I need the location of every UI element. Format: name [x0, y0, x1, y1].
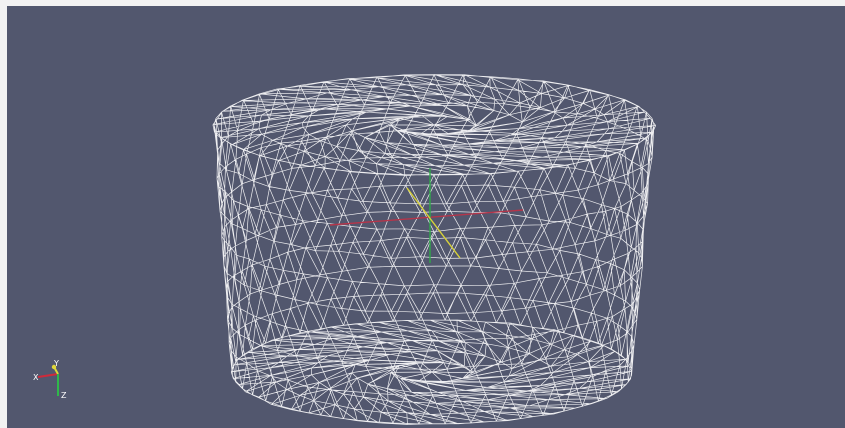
orientation-axis-x — [37, 373, 59, 378]
orientation-widget: X Y Z — [33, 359, 67, 400]
center-axis-x — [329, 209, 524, 226]
orientation-label-y: Y — [53, 359, 59, 368]
center-axes — [329, 168, 524, 263]
mesh-edges — [212, 74, 657, 425]
orientation-label-z: Z — [61, 391, 67, 400]
orientation-label-x: X — [33, 373, 39, 382]
orientation-axis-y-tip — [51, 364, 57, 370]
wireframe-mesh — [212, 74, 657, 425]
center-axis-z — [406, 187, 461, 259]
